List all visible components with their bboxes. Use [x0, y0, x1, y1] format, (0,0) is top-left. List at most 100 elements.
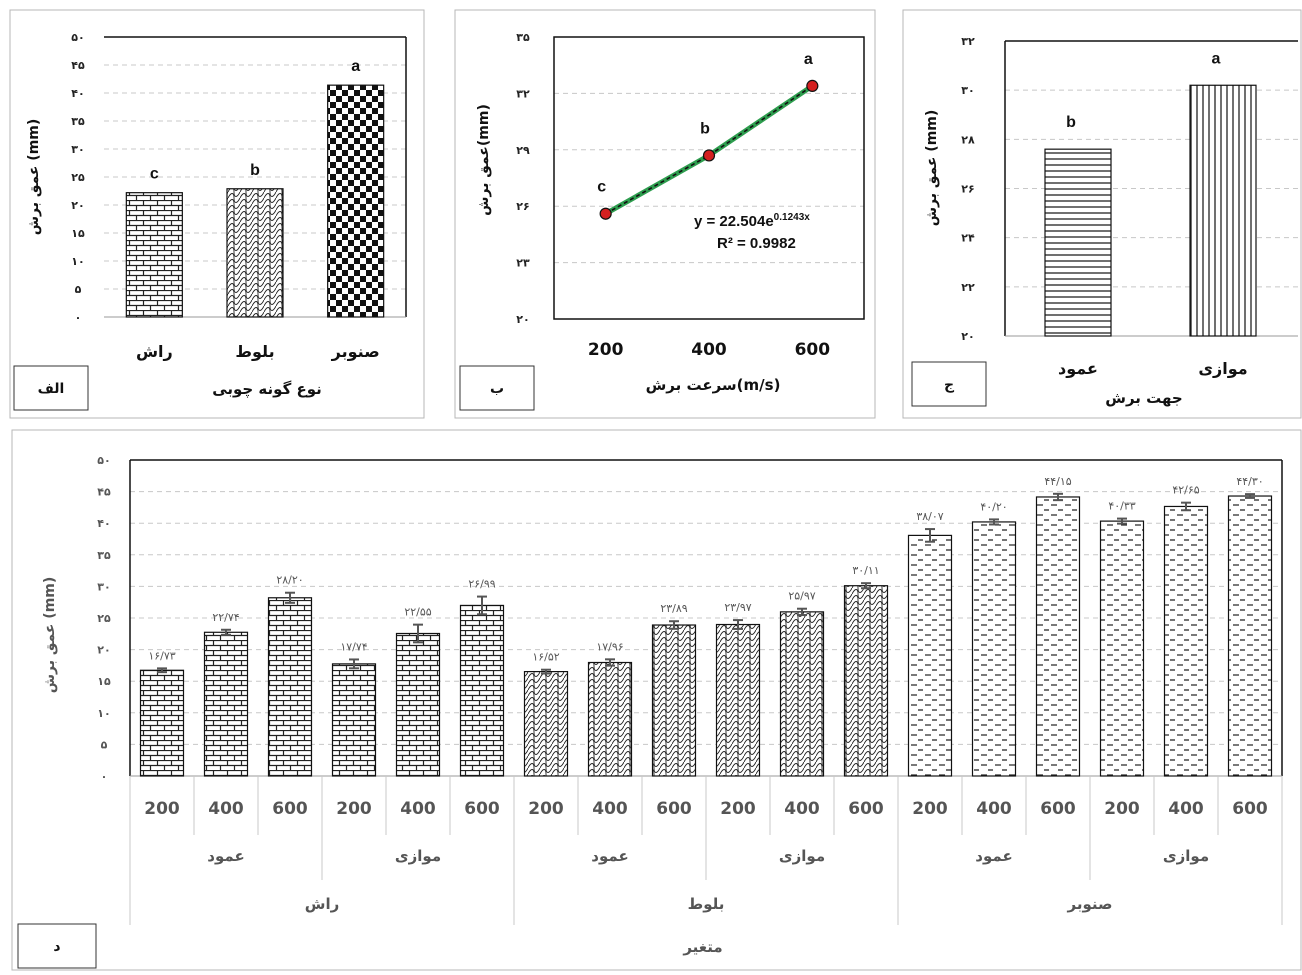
panel-a-chart: ۰ ۵ ۱۰ ۱۵ ۲۰ ۲۵ ۳۰ ۳۵ ۴۰ ۴۵ ۵۰ c راش b بلوط a صنوبر	[71, 31, 407, 361]
panel-b-ytick-label: ۲۰	[516, 313, 529, 326]
panel-d-bar	[267, 597, 313, 777]
panel-d-value-label: ۲۲/۵۵	[404, 606, 431, 619]
panel-a-ytick-label: ۲۵	[71, 171, 85, 184]
panel-b-significance-letter: a	[804, 51, 813, 68]
panel-c-significance-letter: a	[1212, 50, 1221, 67]
panel-a-ytick-label: ۲۰	[71, 199, 84, 212]
panel-c-ytick-label: ۲۶	[961, 183, 974, 196]
panel-d-species-label: راش	[305, 895, 339, 913]
panel-d-ytick-label: ۲۵	[97, 612, 111, 625]
panel-d-xlabel: متغیر	[682, 938, 722, 956]
panel-c-label: ج	[944, 377, 955, 393]
panel-c-ytick-label: ۲۰	[961, 330, 974, 343]
panel-d-chart: ۰ ۵ ۱۰ ۱۵ ۲۰ ۲۵ ۳۰ ۳۵ ۴۰ ۴۵ ۵۰ ۱۶/۷۳ 200 ۲۲/۷۴ 400 ۲۸/۲…	[97, 454, 1283, 925]
panel-d-speed-label: 200	[144, 799, 180, 819]
panel-d-bar	[1099, 520, 1145, 777]
panel-a-ytick-label: ۴۰	[71, 87, 84, 100]
panel-d-value-label: ۱۶/۷۳	[148, 649, 175, 662]
panel-d-value-label: ۱۷/۷۴	[340, 640, 367, 653]
panel-b-ylabel: عمق برش(mm)	[476, 104, 492, 216]
panel-d-value-label: ۲۵/۹۷	[788, 590, 815, 603]
panel-d-bar	[1163, 505, 1209, 777]
panel-d-bar	[139, 669, 185, 777]
panel-d-bar	[779, 611, 825, 777]
panel-a-label: الف	[38, 381, 65, 397]
panel-d-label: د	[53, 939, 60, 955]
trendline-equation: y = 22.504e0.1243x	[694, 212, 810, 230]
panel-d-ytick-label: ۴۰	[97, 517, 110, 530]
panel-b-data-point	[599, 207, 612, 220]
panel-d-bar	[907, 534, 953, 777]
panel-c-ytick-label: ۳۲	[961, 35, 975, 48]
panel-d-value-label: ۲۸/۲۰	[276, 574, 303, 587]
panel-b-xlabel: سرعت برش(m/s)	[646, 376, 781, 394]
panel-d-value-label: ۲۳/۹۷	[724, 601, 751, 614]
panel-d-speed-label: 400	[400, 799, 436, 819]
panel-c-significance-letter: b	[1066, 114, 1076, 131]
panel-b-xtick-label: 400	[691, 340, 727, 360]
panel-c-ytick-label: ۲۲	[961, 281, 975, 294]
panel-b-chart: ۲۰ ۲۳ ۲۶ ۲۹ ۳۲ ۳۵ c 200 b 400 a 600	[516, 31, 865, 360]
panel-d-speed-label: 400	[208, 799, 244, 819]
panel-c-bar	[1189, 84, 1257, 337]
panel-a-ytick-label: ۴۵	[71, 59, 85, 72]
panel-d-direction-label: موازی	[395, 847, 441, 865]
panel-a-bar	[226, 188, 284, 318]
panel-a-label-box	[13, 365, 89, 411]
panel-d-ytick-label: ۱۵	[97, 675, 111, 688]
panel-a-xlabel: نوع گونه چوبی	[212, 380, 322, 399]
panel-d-ytick-label: ۰	[101, 770, 108, 783]
panel-d-value-label: ۲۲/۷۴	[212, 611, 239, 624]
panel-a-ytick-label: ۳۵	[71, 115, 85, 128]
panel-d-bar	[203, 631, 249, 777]
panel-d-ytick-label: ۳۰	[97, 580, 110, 593]
panel-a-ylabel: عمق برش (mm)	[26, 119, 42, 236]
panel-b-data-point	[806, 79, 819, 92]
panel-d-speed-label: 600	[1040, 799, 1076, 819]
panel-b-xtick-label: 600	[795, 340, 831, 360]
panel-d-speed-label: 200	[1104, 799, 1140, 819]
panel-d-bar	[843, 585, 889, 777]
panel-c-ytick-label: ۲۴	[961, 232, 975, 245]
panel-d-speed-label: 400	[1168, 799, 1204, 819]
panel-d-bar	[715, 623, 761, 777]
panel-d-ytick-label: ۳۵	[97, 549, 111, 562]
panel-d-value-label: ۴۰/۳۳	[1108, 500, 1135, 513]
panel-d-bar	[331, 663, 377, 777]
panel-a-bar	[327, 84, 385, 318]
panel-b-frame	[454, 9, 876, 419]
panel-d-speed-label: 600	[656, 799, 692, 819]
panel-c-chart: ۲۰ ۲۲ ۲۴ ۲۶ ۲۸ ۳۰ ۳۲ b عمود a موازی	[961, 35, 1298, 378]
panel-d-speed-label: 400	[784, 799, 820, 819]
panel-a-significance-letter: c	[150, 166, 159, 183]
panel-a-category-label: صنوبر	[331, 342, 380, 361]
panel-d-speed-label: 600	[464, 799, 500, 819]
panel-d-direction-label: عمود	[591, 847, 628, 865]
panel-d-label-box	[17, 923, 97, 969]
panel-d-value-label: ۴۲/۶۵	[1172, 484, 1199, 497]
panel-a-ytick-label: ۱۰	[71, 255, 84, 268]
panel-a-ytick-label: ۵۰	[71, 31, 84, 44]
panel-c-bar	[1044, 148, 1112, 337]
panel-a-category-label: راش	[136, 342, 173, 361]
panel-d-value-label: ۴۰/۲۰	[980, 500, 1007, 513]
panel-b-significance-letter: b	[700, 120, 710, 137]
panel-d-direction-label: موازی	[1163, 847, 1209, 865]
panel-d-speed-label: 200	[528, 799, 564, 819]
panel-d-direction-label: موازی	[779, 847, 825, 865]
panel-d-speed-label: 400	[592, 799, 628, 819]
panel-d-value-label: ۲۶/۹۹	[468, 578, 495, 591]
panel-b-ytick-label: ۲۶	[516, 200, 529, 213]
panel-a-significance-letter: a	[351, 58, 360, 75]
panel-c-ylabel: عمق برش (mm)	[924, 110, 940, 227]
panel-a-ytick-label: ۱۵	[71, 227, 85, 240]
panel-d-direction-label: عمود	[975, 847, 1012, 865]
panel-d-value-label: ۴۴/۱۵	[1044, 475, 1071, 488]
panel-d-ylabel: عمق برش (mm)	[42, 577, 58, 694]
panel-d-bar	[459, 604, 505, 777]
panel-c-frame	[902, 9, 1302, 419]
panel-b-ytick-label: ۲۳	[516, 257, 530, 270]
panel-b-data-point	[702, 149, 716, 162]
panel-d-value-label: ۱۶/۵۲	[532, 651, 559, 664]
